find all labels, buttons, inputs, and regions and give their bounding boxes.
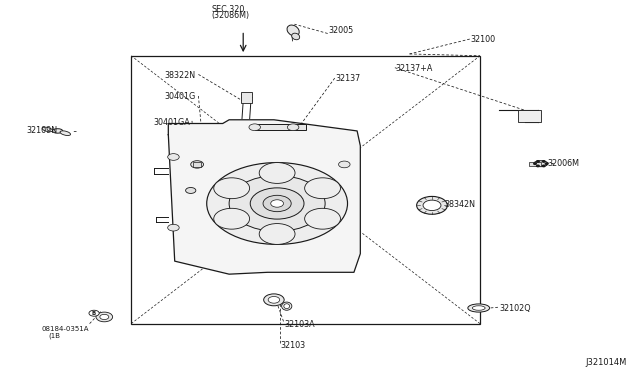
Circle shape — [168, 224, 179, 231]
Text: SEC.320: SEC.320 — [211, 5, 244, 14]
Circle shape — [305, 178, 340, 199]
Ellipse shape — [52, 129, 63, 133]
Circle shape — [543, 161, 545, 162]
Ellipse shape — [60, 131, 70, 135]
Circle shape — [191, 161, 204, 168]
Circle shape — [305, 208, 340, 229]
Circle shape — [545, 163, 548, 164]
Bar — [193, 162, 201, 167]
Circle shape — [534, 163, 536, 164]
Text: 30401G: 30401G — [164, 92, 196, 101]
Text: 08184-0351A: 08184-0351A — [42, 326, 89, 332]
Circle shape — [100, 314, 109, 320]
Circle shape — [271, 200, 284, 207]
Ellipse shape — [284, 304, 290, 309]
Circle shape — [263, 195, 291, 212]
Circle shape — [207, 163, 348, 244]
Circle shape — [259, 163, 295, 183]
Circle shape — [96, 312, 113, 322]
Ellipse shape — [534, 161, 548, 167]
Circle shape — [423, 200, 441, 211]
Circle shape — [259, 224, 295, 244]
Circle shape — [264, 294, 284, 306]
Circle shape — [250, 188, 304, 219]
Circle shape — [287, 124, 299, 131]
Ellipse shape — [468, 304, 490, 312]
Text: 32006M: 32006M — [548, 159, 580, 168]
Bar — [241, 92, 252, 103]
Text: 32103A: 32103A — [284, 320, 315, 329]
Text: 38322N: 38322N — [164, 71, 196, 80]
Ellipse shape — [42, 127, 52, 132]
Circle shape — [214, 178, 250, 199]
Polygon shape — [168, 120, 360, 274]
Circle shape — [249, 124, 260, 131]
Text: 32102Q: 32102Q — [499, 304, 531, 312]
Text: 38342N: 38342N — [444, 200, 475, 209]
Bar — [131, 56, 480, 324]
Bar — [529, 162, 541, 166]
Text: 30401GA: 30401GA — [154, 118, 190, 126]
Ellipse shape — [292, 33, 300, 40]
Text: (32086M): (32086M) — [211, 12, 250, 20]
Circle shape — [537, 165, 540, 167]
Circle shape — [214, 208, 250, 229]
Ellipse shape — [472, 306, 485, 310]
Bar — [518, 110, 541, 122]
Circle shape — [339, 161, 350, 168]
Circle shape — [543, 165, 545, 167]
Circle shape — [168, 154, 179, 160]
Circle shape — [186, 187, 196, 193]
Circle shape — [537, 161, 540, 162]
Bar — [255, 124, 306, 130]
Text: 32137: 32137 — [335, 74, 360, 83]
Text: 32005: 32005 — [328, 26, 353, 35]
Circle shape — [417, 196, 447, 214]
Circle shape — [229, 176, 325, 231]
Text: B: B — [92, 311, 96, 316]
Text: 32103: 32103 — [280, 341, 305, 350]
Ellipse shape — [282, 302, 292, 310]
Text: 32109N: 32109N — [27, 126, 58, 135]
Ellipse shape — [287, 25, 300, 36]
Text: J321014M: J321014M — [586, 358, 627, 367]
Circle shape — [268, 296, 280, 303]
Circle shape — [89, 310, 99, 316]
Text: 32100: 32100 — [470, 35, 495, 44]
Text: (1B: (1B — [48, 333, 60, 339]
Text: 32137+A: 32137+A — [396, 64, 433, 73]
